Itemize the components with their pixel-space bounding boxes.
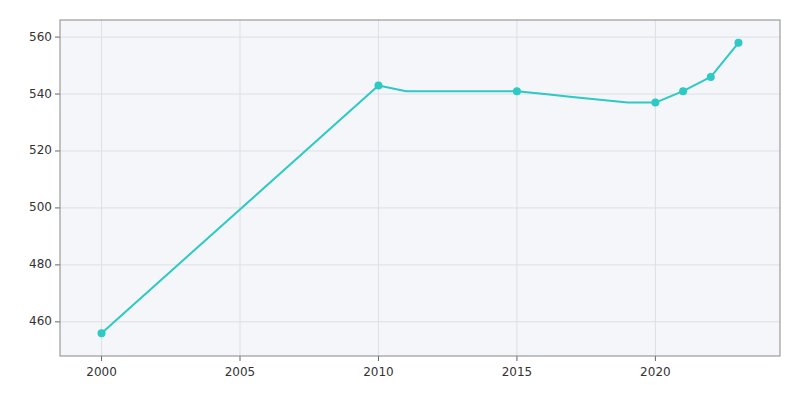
x-grid-line xyxy=(101,20,102,356)
x-tick xyxy=(516,356,517,361)
y-grid-line xyxy=(60,264,780,265)
chart-container: 460 480 500 520 540 560 2000 2005 2010 2015 2020 xyxy=(0,0,800,400)
y-tick xyxy=(55,321,60,322)
x-grid-line xyxy=(378,20,379,356)
line xyxy=(102,43,739,333)
y-tick-label: 560 xyxy=(29,30,52,44)
x-tick xyxy=(378,356,379,361)
chart: 460 480 500 520 540 560 2000 2005 2010 2015 2020 xyxy=(0,0,800,400)
y-tick-label: 500 xyxy=(29,200,52,214)
y-tick xyxy=(55,207,60,208)
x-tick-label: 2005 xyxy=(225,365,256,379)
plot-background xyxy=(60,20,780,356)
series-0 xyxy=(102,43,739,333)
y-grid-line xyxy=(60,94,780,95)
y-tick xyxy=(55,94,60,95)
y-tick-label: 480 xyxy=(29,257,52,271)
x-grid-line xyxy=(516,20,517,356)
x-tick xyxy=(101,356,102,361)
x-grid-line xyxy=(655,20,656,356)
x-tick-label: 2015 xyxy=(502,365,533,379)
marker xyxy=(651,99,659,107)
x-tick-label: 2020 xyxy=(640,365,671,379)
y-tick-label: 540 xyxy=(29,87,52,101)
x-tick xyxy=(655,356,656,361)
grid xyxy=(60,20,780,356)
x-tick-label: 2000 xyxy=(86,365,117,379)
y-tick xyxy=(55,150,60,151)
y-grid-line xyxy=(60,321,780,322)
y-grid-line xyxy=(60,150,780,151)
marker xyxy=(679,87,687,95)
y-tick-label: 460 xyxy=(29,314,52,328)
y-tick xyxy=(55,37,60,38)
series-1 xyxy=(98,39,743,337)
marker xyxy=(513,87,521,95)
x-grid-line xyxy=(240,20,241,356)
marker xyxy=(374,81,382,89)
data-layer xyxy=(98,39,743,337)
marker xyxy=(707,73,715,81)
marker xyxy=(734,39,742,47)
x-tick xyxy=(240,356,241,361)
y-grid-line xyxy=(60,37,780,38)
y-tick-label: 520 xyxy=(29,143,52,157)
marker xyxy=(98,329,106,337)
x-tick-label: 2010 xyxy=(363,365,394,379)
y-grid-line xyxy=(60,207,780,208)
y-tick xyxy=(55,264,60,265)
plot-frame xyxy=(60,20,780,356)
